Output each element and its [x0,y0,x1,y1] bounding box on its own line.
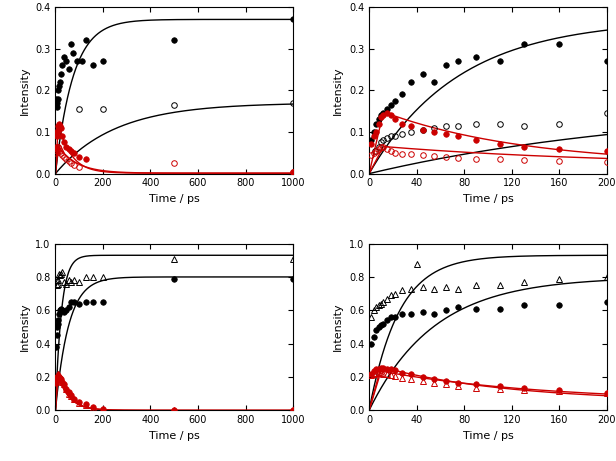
Y-axis label: Intensity: Intensity [333,66,343,115]
Y-axis label: Intensity: Intensity [20,66,30,115]
X-axis label: Time / ps: Time / ps [149,431,200,441]
Y-axis label: Intensity: Intensity [20,302,30,351]
Y-axis label: Intensity: Intensity [333,302,343,351]
X-axis label: Time / ps: Time / ps [463,194,513,204]
X-axis label: Time / ps: Time / ps [149,194,200,204]
X-axis label: Time / ps: Time / ps [463,431,513,441]
